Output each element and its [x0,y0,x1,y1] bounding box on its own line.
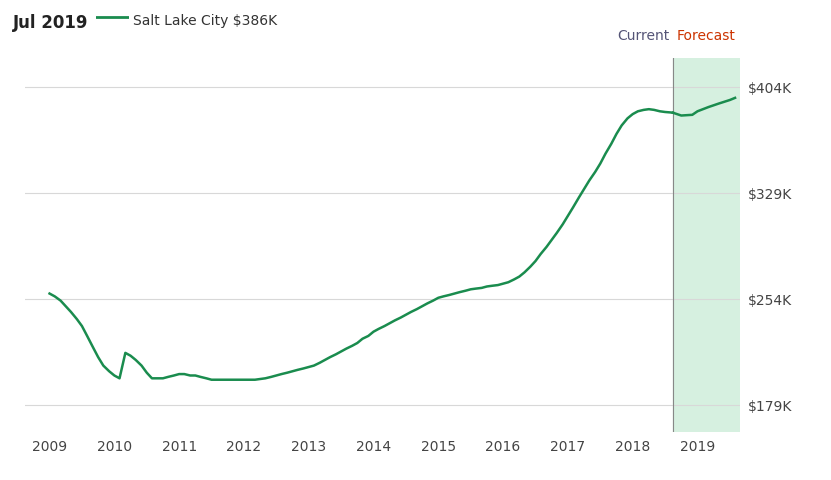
Text: Salt Lake City $386K: Salt Lake City $386K [133,14,277,28]
Bar [673,58,740,432]
Text: Forecast: Forecast [676,29,735,43]
Text: Jul 2019: Jul 2019 [12,14,88,33]
Text: Current: Current [617,29,669,43]
